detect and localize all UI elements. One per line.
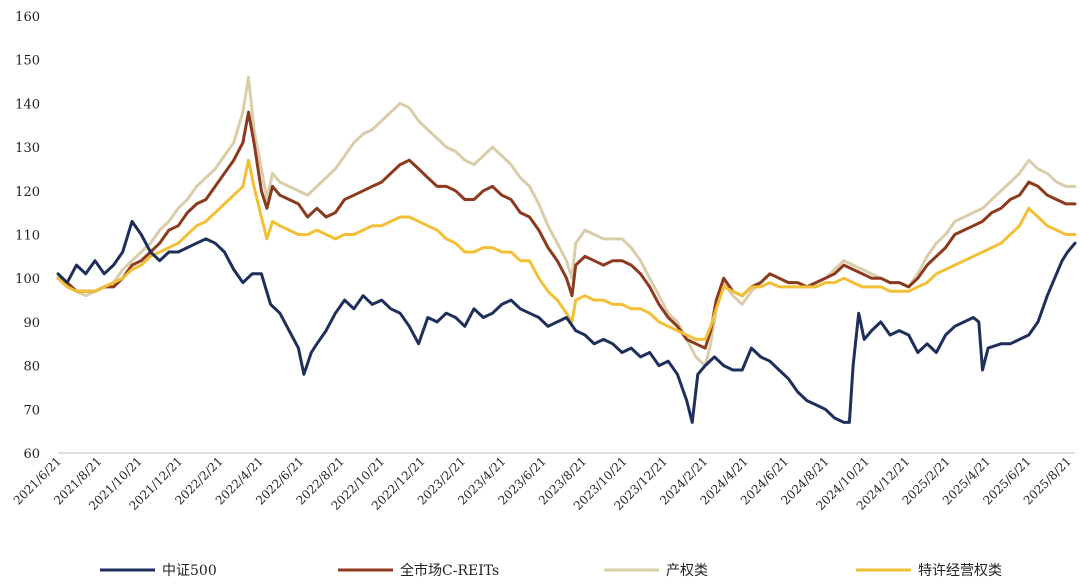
legend-label: 产权类 bbox=[666, 563, 708, 579]
y-tick-label: 110 bbox=[15, 229, 40, 244]
y-tick-label: 70 bbox=[23, 403, 40, 418]
series-line-3 bbox=[56, 158, 1077, 341]
y-tick-label: 80 bbox=[23, 360, 40, 375]
legend-label: 特许经营权类 bbox=[918, 563, 1002, 579]
y-tick-label: 120 bbox=[15, 185, 40, 200]
legend: 中证500 全市场C-REITs 产权类 特许经营权类 bbox=[100, 562, 1002, 579]
y-tick-label: 130 bbox=[15, 141, 40, 156]
y-axis: 60 70 80 90 100 110 120 130 140 150 160 bbox=[15, 10, 40, 462]
y-tick-label: 100 bbox=[15, 272, 40, 287]
y-tick-label: 160 bbox=[15, 10, 40, 25]
y-tick-label: 150 bbox=[15, 54, 40, 69]
series-line-0 bbox=[56, 219, 1077, 424]
y-tick-label: 140 bbox=[15, 97, 40, 112]
series-lines bbox=[56, 75, 1077, 424]
y-tick-label: 90 bbox=[23, 316, 40, 331]
series-line-1 bbox=[56, 110, 1077, 350]
series-line-2 bbox=[56, 75, 1077, 368]
legend-label: 中证500 bbox=[162, 563, 217, 579]
legend-label: 全市场C-REITs bbox=[400, 562, 499, 579]
x-axis: 2021/6/212021/8/212021/10/212021/12/2120… bbox=[11, 452, 1075, 513]
y-tick-label: 60 bbox=[23, 447, 40, 462]
